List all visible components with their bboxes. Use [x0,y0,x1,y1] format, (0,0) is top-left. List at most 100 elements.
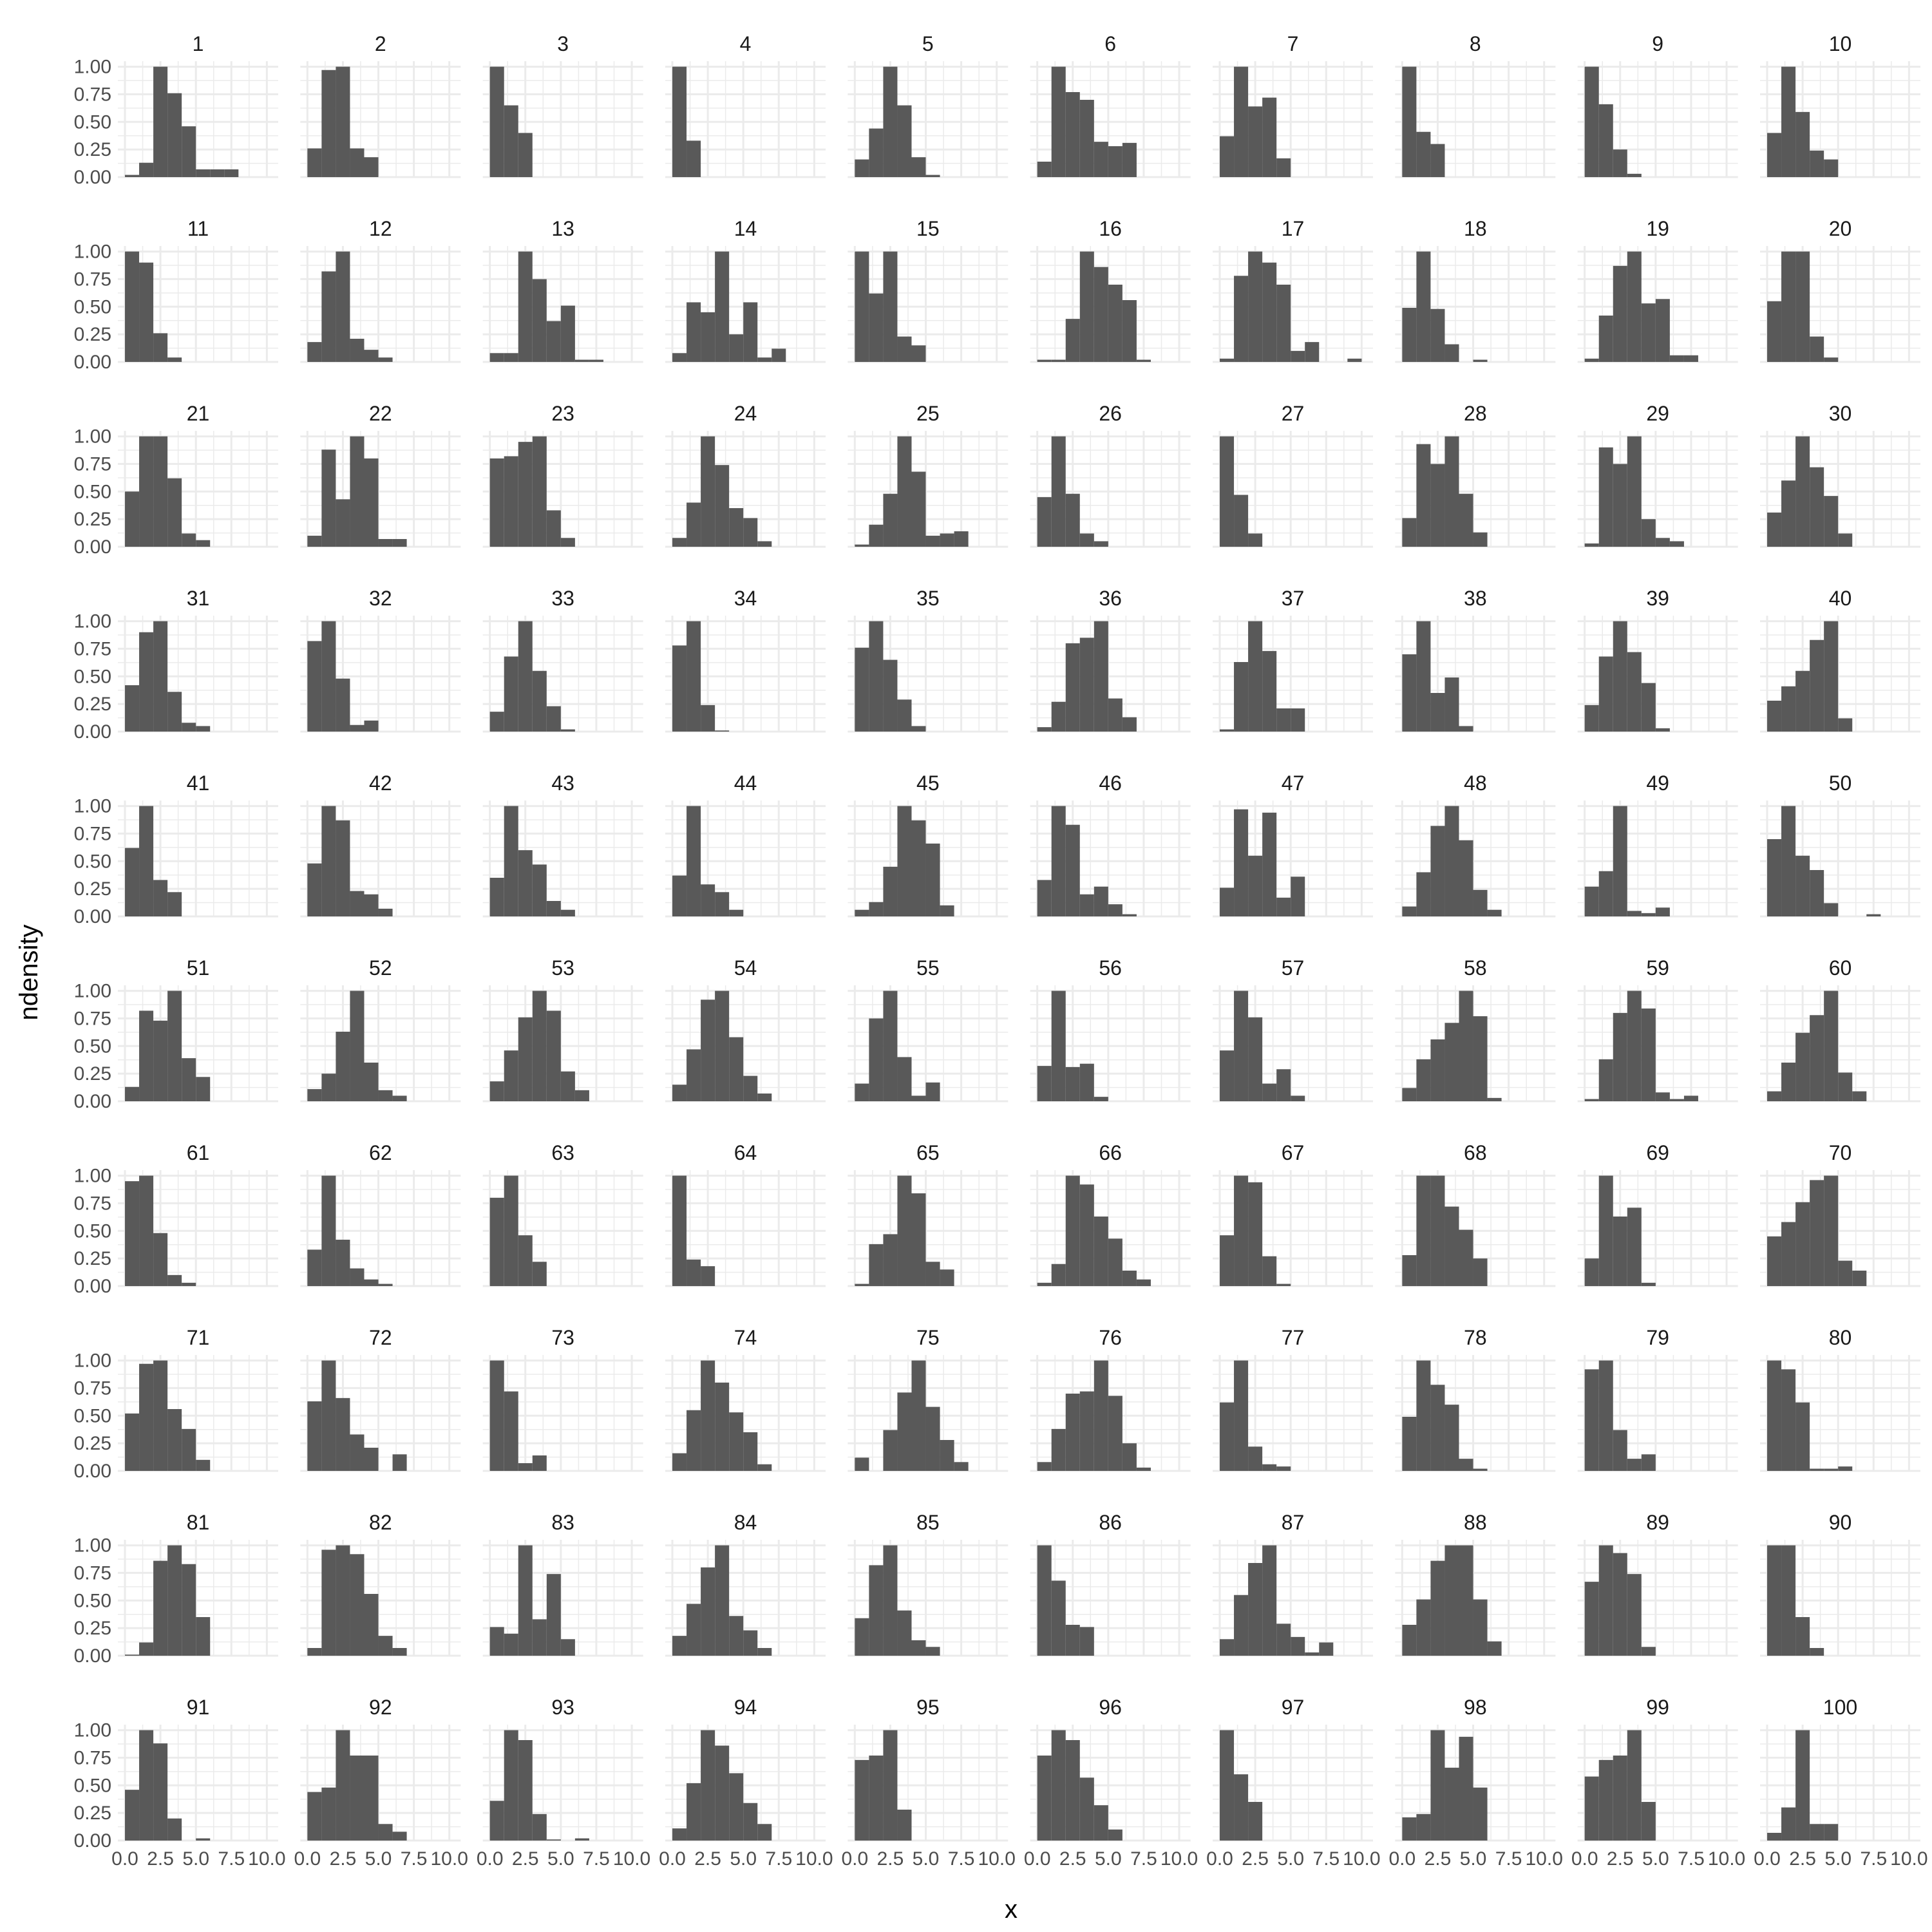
histogram-bar [687,140,701,177]
y-tick-label: 1.00 [74,1535,111,1557]
histogram-bar [729,1412,744,1471]
histogram-bar [1430,308,1445,362]
histogram-bar [897,105,912,177]
histogram-bar [139,1175,154,1286]
x-tick-label: 5.0 [365,1848,392,1870]
histogram-bar [729,1037,744,1101]
histogram-bar [1262,97,1277,177]
facet-panel: 55 [848,956,1009,1103]
histogram-bar [1459,1545,1473,1656]
histogram-bar [1613,1756,1627,1841]
facet-panel: 37 [1213,587,1373,733]
histogram-bar [701,312,715,362]
histogram-bar [350,339,365,362]
histogram-bar [911,345,926,362]
histogram-bar [1051,806,1066,916]
histogram-bar [757,541,772,547]
y-tick-label: 0.75 [74,638,111,659]
histogram-bar [532,670,547,732]
histogram-bar [883,251,898,362]
histogram-bar [182,1282,196,1286]
facet-panel: 46 [1030,772,1191,918]
facet-panel: 61 0.00 0.25 0.50 0.75 1.00 [74,1141,278,1297]
histogram-bar [743,518,758,547]
histogram-bar [1051,701,1066,732]
histogram-bar [1473,1599,1488,1656]
x-tick-label: 0.0 [841,1848,868,1870]
histogram-bar [1584,886,1599,916]
histogram-bar [1122,914,1137,916]
x-tick-label: 2.5 [1242,1848,1269,1870]
facet-panel: 91 0.00 0.25 0.50 0.75 1.00 0.0 2.5 5.0 7.5 10.0 [74,1696,286,1870]
histogram-bar [1613,1012,1627,1101]
facet-strip-label: 28 [1464,402,1487,425]
histogram-bar [701,1730,715,1841]
histogram-bar [1459,1736,1473,1841]
facet-panel: 65 [848,1141,1009,1287]
facet-panel: 36 [1030,587,1191,733]
histogram-bar [1838,533,1853,547]
histogram-bar [1430,693,1445,732]
histogram-bar [883,1730,898,1841]
histogram-bar [1416,1175,1431,1286]
histogram-bar [1810,870,1824,916]
facet-strip-label: 47 [1282,772,1305,795]
facet-panel: 51 0.00 0.25 0.50 0.75 1.00 [74,956,278,1112]
histogram-bar [1767,301,1782,362]
facet-strip-label: 32 [369,587,392,610]
histogram-bar [139,632,154,732]
facet-panel: 88 [1395,1511,1556,1657]
facet-strip-label: 10 [1829,32,1852,55]
y-tick-label: 0.25 [74,1248,111,1269]
histogram-bar [1108,146,1122,177]
facet-panel: 93 0.0 2.5 5.0 7.5 10.0 [477,1696,650,1870]
histogram-bar [1051,1428,1066,1471]
histogram-bar [364,894,379,916]
y-axis-title: ndensity [15,925,43,1021]
histogram-bar [1598,1360,1613,1471]
histogram-bar [307,148,322,177]
histogram-bar [1627,1208,1642,1286]
histogram-bar [350,1554,365,1656]
histogram-bar [560,729,575,732]
histogram-bar [1122,300,1137,362]
facet-strip-label: 8 [1470,32,1481,55]
histogram-bar [1051,436,1066,547]
histogram-bar [687,302,701,362]
x-tick-label: 7.5 [1860,1848,1887,1870]
histogram-bar [715,1382,730,1471]
histogram-bar [1276,708,1291,732]
histogram-bar [1037,1545,1052,1656]
histogram-bar [307,1792,322,1841]
histogram-bar [1416,1059,1431,1101]
histogram-bar [672,1828,687,1841]
facet-strip-label: 49 [1646,772,1669,795]
facet-panel: 16 [1030,217,1191,363]
histogram-bar [518,251,533,362]
histogram-bar [743,302,758,362]
histogram-bar [1416,1814,1431,1841]
facet-panel: 72 [300,1326,461,1472]
histogram-bar [350,891,365,916]
facet-strip-label: 17 [1282,217,1305,240]
facet-panel: 70 [1760,1141,1920,1287]
facet-strip-label: 85 [916,1511,940,1534]
histogram-bar [574,1838,589,1841]
histogram-bar [855,1759,869,1841]
histogram-bar [1627,1574,1642,1656]
y-tick-label: 0.00 [74,167,111,188]
histogram-bar [574,1090,589,1101]
histogram-bar [364,1279,379,1286]
histogram-bar [153,66,168,177]
y-tick-label: 0.50 [74,851,111,872]
facet-strip-label: 59 [1646,956,1669,980]
histogram-bar [869,621,884,732]
histogram-bar [1234,1774,1249,1841]
histogram-bar [687,1049,701,1101]
histogram-bar [1655,538,1670,547]
histogram-bar [1037,1462,1052,1471]
histogram-bar [1065,643,1080,732]
y-tick-label: 0.25 [74,324,111,345]
histogram-bar [182,1428,196,1471]
x-tick-label: 0.0 [294,1848,321,1870]
